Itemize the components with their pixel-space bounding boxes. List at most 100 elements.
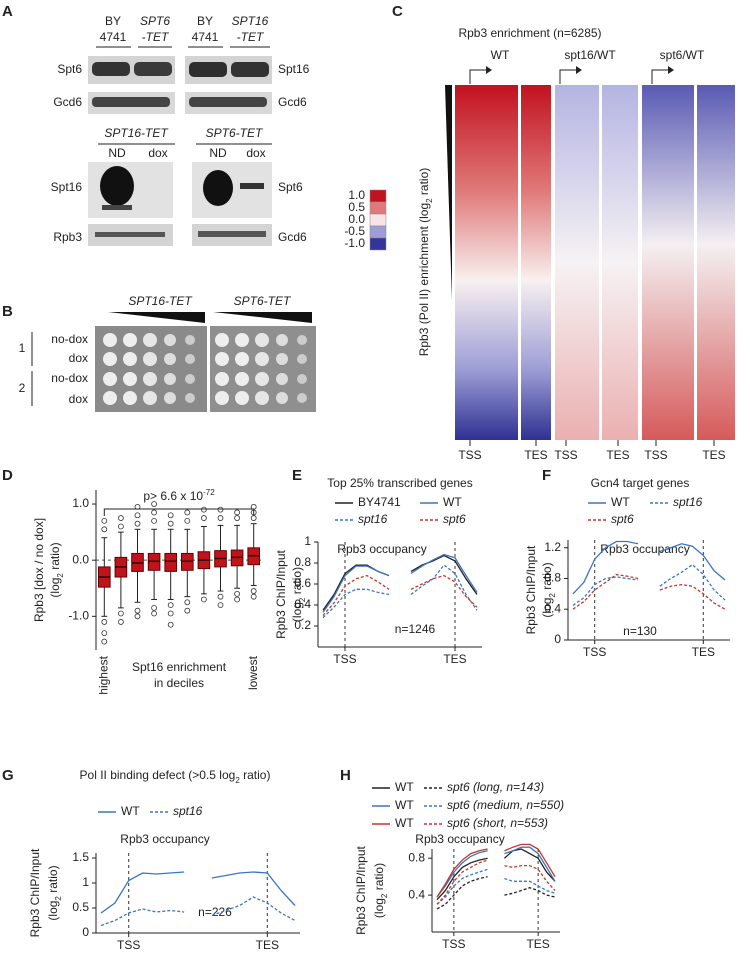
colorbar-swatch	[369, 189, 387, 203]
row-label: Spt16	[51, 180, 83, 194]
outlier	[101, 630, 108, 637]
annotation: n=1246	[395, 622, 436, 636]
x-axis-label: in deciles	[154, 676, 204, 690]
y-axis-label-part: (log	[46, 901, 60, 921]
legend-label: WT	[395, 798, 414, 812]
x-tick-label: lowest	[246, 655, 260, 690]
outlier	[118, 619, 124, 625]
series-line	[572, 573, 726, 610]
x-tick-label: TES	[526, 937, 549, 951]
outlier	[101, 517, 108, 524]
colorbar-label: -1.0	[344, 236, 365, 250]
outlier	[217, 506, 224, 513]
strain-label: SPT16-TET	[104, 126, 169, 140]
outlier	[151, 509, 158, 516]
x-tick-label: TSS	[458, 448, 481, 462]
outlier	[234, 596, 241, 603]
y-axis-label-part: (log	[48, 578, 62, 598]
outlier	[250, 503, 257, 510]
outlier	[101, 619, 108, 625]
series-line	[436, 868, 556, 905]
panel-label: A	[2, 3, 13, 20]
legend-label: WT	[611, 495, 630, 509]
y-tick-label: 1.5	[72, 850, 89, 864]
y-axis-label-part: 2	[298, 597, 307, 602]
panel-label: C	[392, 3, 403, 20]
x-tick-label: TSS	[442, 937, 465, 951]
outlier	[184, 517, 191, 524]
condition-label: ND	[108, 146, 126, 160]
y-tick-label: 0.0	[72, 552, 89, 566]
y-tick-label: 1.2	[544, 540, 561, 554]
y-axis-label-part: ratio)	[540, 562, 554, 593]
outlier	[200, 506, 207, 513]
row-label: Gcd6	[278, 95, 307, 109]
x-tick-label: highest	[96, 655, 110, 694]
y-axis-label: Rpb3 ChIP/Input	[274, 549, 288, 638]
colorbar-swatch	[369, 201, 387, 215]
heatmap-y-label-part: ratio)	[417, 168, 431, 199]
x-tick-label: TSS	[333, 652, 356, 666]
annotation-part: -72	[203, 488, 215, 497]
y-tick-label: 1.0	[72, 496, 89, 510]
outlier	[234, 515, 241, 521]
outlier	[217, 593, 224, 600]
series-line	[322, 564, 478, 619]
outlier	[200, 515, 207, 521]
y-axis-label: (log2 ratio)	[290, 567, 306, 622]
y-axis-label: Rpb3 ChIP/Input	[524, 545, 538, 634]
chart-title-part: Pol II binding defect (>0.5 log	[80, 768, 236, 782]
x-tick-label: TES	[692, 645, 715, 659]
row-label: Rpb3	[53, 230, 82, 244]
legend-label: BY4741	[358, 495, 401, 509]
heatmap	[445, 66, 735, 440]
series-line	[436, 859, 556, 905]
panel-label: G	[2, 767, 14, 784]
condition-label: ND	[209, 146, 227, 160]
y-axis-label-part: ratio)	[290, 567, 304, 598]
outlier	[217, 515, 224, 521]
column-label: 4741	[192, 30, 219, 44]
column-label: spt16/WT	[564, 48, 616, 62]
y-tick-label: 0.8	[294, 555, 311, 569]
outlier	[151, 604, 158, 611]
outlier	[134, 613, 141, 620]
x-tick-label: TSS	[583, 645, 606, 659]
column-label: -TET	[142, 30, 170, 44]
row-label: Spt16	[278, 62, 310, 76]
legend-label: spt6	[443, 512, 466, 526]
annotation-part: p> 6.6 x 10	[143, 489, 203, 503]
panel-label: H	[340, 767, 351, 784]
y-tick-label: 0.4	[544, 601, 561, 615]
row-label: dox	[69, 392, 88, 406]
row-label: dox	[69, 351, 88, 365]
outlier	[184, 599, 191, 606]
outlier	[250, 588, 257, 594]
column-label: SPT6	[140, 14, 170, 28]
outlier	[118, 515, 124, 521]
series-line	[322, 553, 478, 613]
y-tick-label: 0.4	[408, 887, 425, 901]
legend-label: spt6	[611, 512, 634, 526]
series-line	[436, 843, 556, 898]
strain-label: SPT6-TET	[234, 294, 292, 308]
row-label: Gcd6	[278, 230, 307, 244]
condition-label: dox	[246, 146, 265, 160]
outlier	[200, 596, 207, 603]
row-label: Spt6	[278, 180, 303, 194]
row-label: Spt6	[57, 62, 82, 76]
legend-label: WT	[121, 804, 140, 818]
y-tick-label: 0.2	[294, 618, 311, 632]
colorbar-label: 0.0	[348, 212, 365, 226]
column-label: -TET	[237, 30, 265, 44]
y-tick-label: 1	[82, 875, 89, 889]
y-axis-label: (log2 ratio)	[46, 865, 62, 920]
panel-label: F	[542, 467, 551, 484]
outlier	[118, 610, 124, 617]
colorbar-label: 0.5	[348, 200, 365, 214]
significance-bracket	[103, 508, 255, 516]
y-tick-label: 0	[82, 925, 89, 939]
outlier	[134, 512, 141, 519]
legend-label: spt6 (medium, n=550)	[447, 798, 564, 812]
series-line	[436, 846, 556, 898]
